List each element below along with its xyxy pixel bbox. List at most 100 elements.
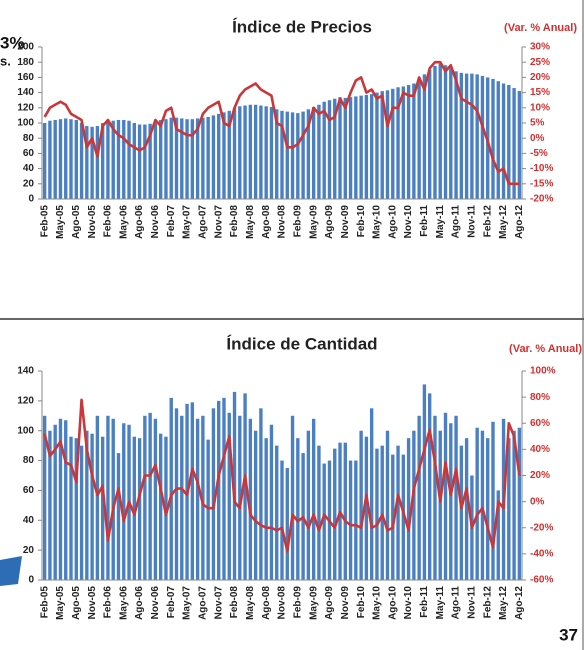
y2-tick-label: 100% — [530, 366, 556, 377]
bar — [459, 72, 464, 199]
y2-tick-label: 15% — [530, 87, 550, 98]
x-tick-label: Nov-07 — [213, 205, 224, 239]
x-tick-label: Nov-05 — [87, 205, 98, 239]
bar — [385, 90, 390, 199]
bar — [333, 98, 337, 199]
x-tick-label: May-11 — [435, 205, 446, 239]
y-tick-label: 200 — [17, 42, 34, 53]
bar — [412, 430, 416, 580]
bar — [74, 438, 78, 580]
x-tick-label: Ago-07 — [198, 586, 209, 620]
bar — [253, 430, 258, 580]
bar — [74, 119, 78, 199]
x-tick-label: May-08 — [245, 205, 256, 239]
x-tick-label: May-05 — [55, 205, 66, 239]
bar — [69, 436, 73, 580]
bar — [311, 418, 316, 580]
y2-tick-label: -5% — [530, 148, 548, 159]
bar — [248, 418, 253, 580]
bar — [132, 123, 136, 199]
bar — [354, 96, 358, 199]
bar — [454, 415, 458, 580]
x-tick-label: Feb-06 — [103, 205, 114, 238]
x-tick-label: May-12 — [498, 205, 509, 239]
x-tick-label: Ago-10 — [387, 586, 398, 620]
bar — [190, 402, 195, 580]
y-tick-label: 0 — [28, 575, 34, 586]
bar — [111, 120, 115, 199]
x-tick-label: Nov-10 — [403, 586, 414, 620]
y-tick-label: 80 — [23, 133, 35, 144]
bar — [243, 105, 247, 199]
bar — [174, 117, 179, 199]
y-tick-label: 140 — [17, 366, 34, 377]
bar — [190, 119, 195, 199]
bar — [164, 119, 168, 199]
x-tick-label: May-07 — [182, 586, 193, 620]
bar — [137, 124, 142, 199]
x-tick-label: Feb-07 — [166, 205, 177, 238]
y2-tick-label: 25% — [530, 57, 550, 68]
bar — [269, 107, 274, 199]
bar — [396, 445, 400, 580]
x-tick-label: Feb-10 — [356, 586, 367, 619]
bar — [90, 433, 94, 580]
bar — [369, 94, 374, 199]
bar — [148, 412, 152, 580]
x-tick-label: Feb-12 — [482, 586, 493, 619]
bar — [322, 463, 326, 580]
bar — [259, 408, 263, 580]
bar — [348, 97, 353, 199]
bar — [253, 104, 258, 199]
x-tick-label: May-12 — [498, 586, 509, 620]
bar — [64, 118, 68, 199]
slide-decoration — [0, 556, 22, 586]
x-tick-label: Ago-06 — [134, 586, 145, 620]
bar — [438, 430, 442, 580]
y2-tick-label: 20% — [530, 470, 550, 481]
bar — [317, 445, 321, 580]
y-tick-label: 140 — [17, 87, 34, 98]
bar — [69, 119, 73, 199]
x-tick-label: May-06 — [118, 586, 129, 620]
bar — [422, 384, 427, 580]
x-tick-label: Nov-11 — [467, 586, 478, 619]
bar — [174, 408, 179, 580]
y-tick-label: 60 — [23, 485, 35, 496]
bar — [280, 460, 284, 580]
bar — [406, 85, 411, 199]
x-tick-label: May-07 — [182, 205, 193, 239]
x-tick-label: Ago-09 — [324, 586, 335, 620]
bar — [343, 442, 347, 580]
x-tick-label: Ago-05 — [71, 205, 82, 239]
bar — [306, 109, 311, 199]
y-tick-label: 100 — [17, 118, 34, 129]
bar — [369, 408, 374, 580]
x-tick-label: Nov-07 — [213, 586, 224, 620]
x-tick-label: May-06 — [118, 205, 129, 239]
bar — [391, 454, 395, 580]
bar — [116, 453, 121, 580]
x-tick-label: May-10 — [372, 586, 383, 620]
bar — [480, 75, 485, 199]
bar — [248, 104, 253, 199]
bar — [443, 412, 448, 580]
bar — [211, 115, 216, 199]
bar — [311, 107, 316, 199]
bar — [238, 106, 242, 199]
bar — [507, 85, 511, 199]
bar — [180, 415, 184, 580]
bar — [79, 123, 84, 199]
bar — [111, 418, 115, 580]
bar — [433, 415, 437, 580]
y2-tick-label: 10% — [530, 102, 550, 113]
bar — [217, 400, 221, 580]
x-tick-label: Ago-06 — [134, 205, 145, 239]
bar — [185, 119, 189, 199]
bar — [169, 117, 173, 199]
chart-title: Índice de Cantidad — [226, 334, 377, 353]
bar — [259, 105, 263, 199]
bar — [433, 66, 437, 199]
y-tick-label: 40 — [23, 515, 35, 526]
